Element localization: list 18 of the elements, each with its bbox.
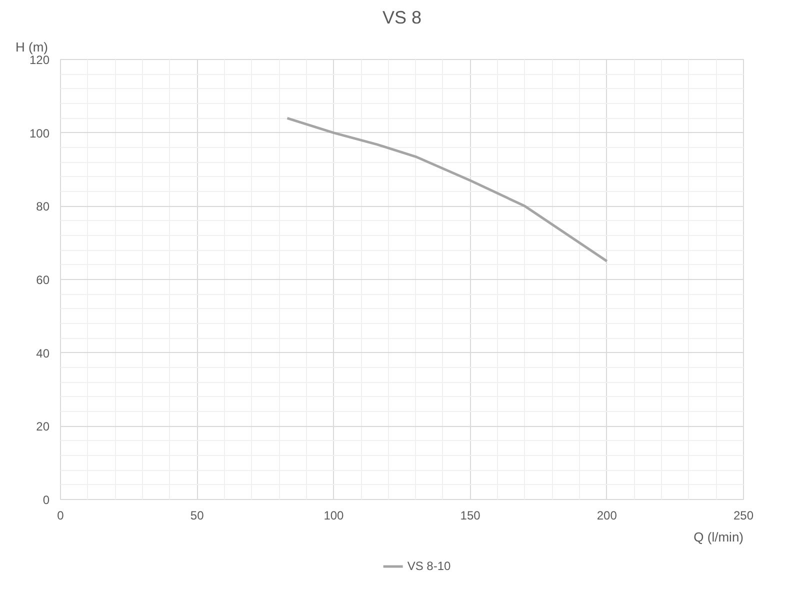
y-axis-title: H (m)	[16, 40, 48, 54]
chart-title: VS 8	[382, 8, 422, 28]
y-tick-label: 80	[36, 200, 50, 214]
x-tick-label: 150	[460, 508, 481, 522]
x-tick-label: 200	[596, 508, 618, 522]
y-tick-label: 40	[36, 346, 50, 360]
x-axis-title: Q (l/min)	[694, 530, 744, 544]
y-tick-label: 0	[42, 493, 50, 507]
x-tick-label: 250	[733, 508, 754, 522]
line-series	[286, 116, 608, 262]
y-tick-label: 100	[29, 126, 50, 140]
x-tick-label: 100	[324, 508, 344, 522]
y-tick-label: 120	[29, 53, 50, 67]
y-tick-label: 20	[36, 420, 50, 434]
x-tick-label: 50	[190, 508, 204, 522]
legend-label: VS 8-10	[407, 559, 451, 573]
y-tick-label: 60	[36, 273, 50, 287]
x-tick-label: 0	[57, 508, 64, 522]
